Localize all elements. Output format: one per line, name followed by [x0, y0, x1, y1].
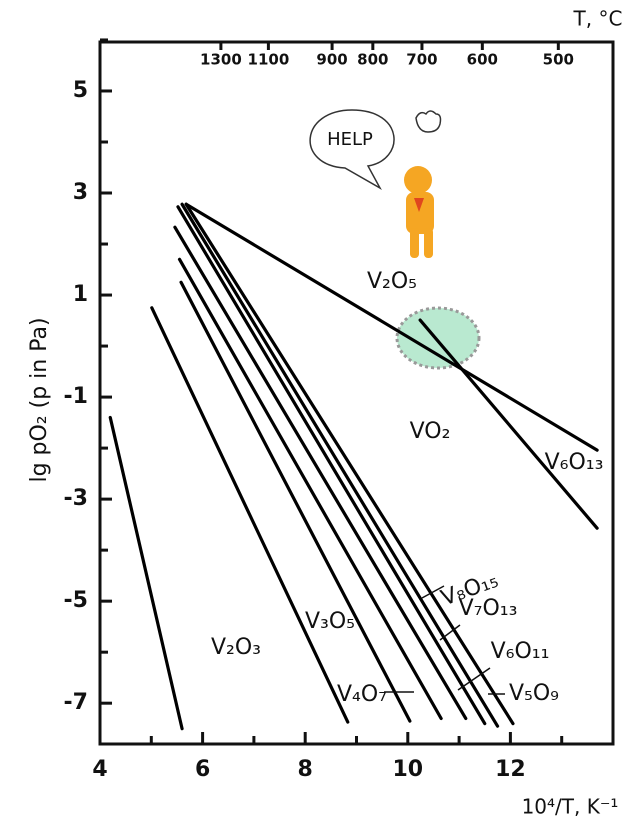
top-tick-label: 900	[316, 51, 347, 69]
region-label: V₃O₅	[305, 609, 355, 634]
region-label: V₄O₇	[337, 682, 387, 707]
top-tick-label: 600	[467, 51, 498, 69]
top-tick-label: 1300	[200, 51, 242, 69]
y-tick-label: 1	[73, 282, 88, 307]
y-tick-label: 3	[73, 180, 88, 205]
y-tick-label: 5	[73, 78, 88, 103]
x-tick-label: 8	[298, 757, 313, 782]
region-label: V₅O₉	[509, 681, 559, 706]
top-axis-label: T, °C	[573, 7, 623, 31]
region-label: V₇O₁₃	[459, 596, 518, 621]
y-axis-label: lg pO₂ (p in Pa)	[27, 317, 52, 482]
region-label: VO₂	[410, 419, 451, 444]
x-tick-label: 6	[195, 757, 210, 782]
x-axis-label: 10⁴/T, K⁻¹	[522, 795, 619, 819]
region-label: V₂O₃	[211, 635, 261, 660]
x-tick-label: 4	[92, 757, 107, 782]
top-tick-label: 500	[543, 51, 574, 69]
phase-boundary	[110, 417, 182, 728]
region-label: V₆O₁₁	[491, 639, 550, 664]
top-tick-label: 700	[406, 51, 437, 69]
person-icon	[404, 111, 441, 258]
top-tick-label: 1100	[248, 51, 290, 69]
x-tick-label: 10	[392, 757, 423, 782]
chart: HELP T, °C 10⁴/T, K⁻¹ lg pO₂ (p in Pa) 4…	[0, 0, 636, 836]
top-tick-label: 800	[357, 51, 388, 69]
y-tick-label: -7	[64, 690, 88, 715]
region-label: V₆O₁₃	[545, 450, 604, 475]
help-text: HELP	[327, 129, 373, 150]
y-tick-label: -5	[64, 588, 88, 613]
x-tick-label: 12	[495, 757, 526, 782]
y-tick-label: -3	[64, 486, 88, 511]
region-label: V₂O₅	[367, 269, 417, 294]
y-tick-label: -1	[64, 384, 88, 409]
